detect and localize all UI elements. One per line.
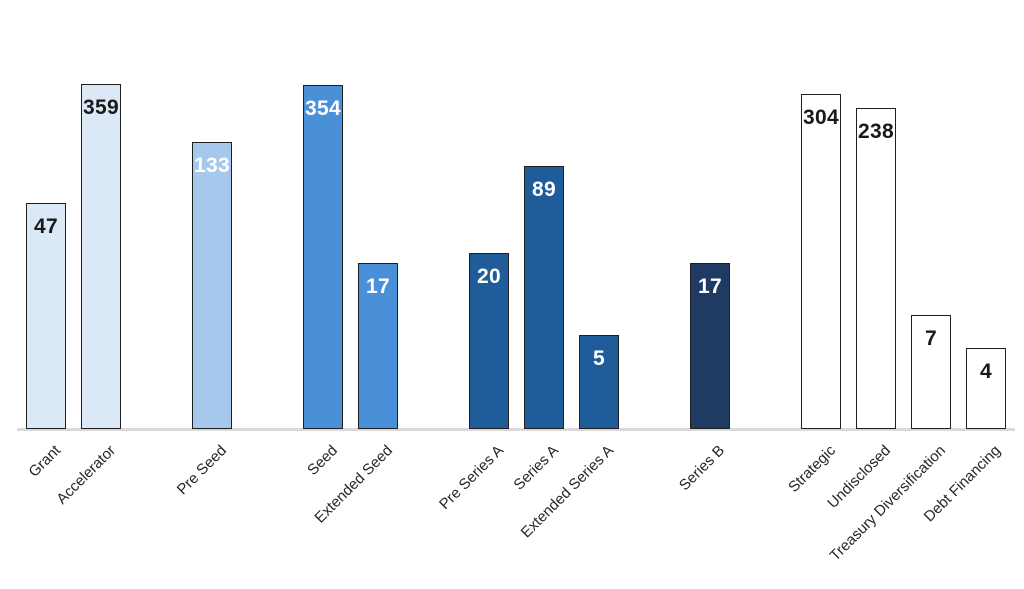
bar-seed: 354 bbox=[303, 85, 343, 429]
bar-series-a: 89 bbox=[524, 166, 564, 429]
bar-value-label: 20 bbox=[477, 265, 501, 288]
bar-value-label: 4 bbox=[980, 360, 992, 383]
bar-extended-seed: 17 bbox=[358, 263, 398, 429]
bar-value-label: 7 bbox=[925, 327, 937, 350]
bar-accelerator: 359 bbox=[81, 84, 121, 429]
bar-value-label: 17 bbox=[698, 275, 722, 298]
bar-value-label: 5 bbox=[593, 347, 605, 370]
bar-undisclosed: 238 bbox=[856, 108, 896, 429]
bar-value-label: 17 bbox=[366, 275, 390, 298]
bar-value-label: 47 bbox=[34, 215, 58, 238]
bar-strategic: 304 bbox=[801, 94, 841, 429]
bar-value-label: 354 bbox=[305, 97, 341, 120]
bar-value-label: 238 bbox=[858, 120, 894, 143]
bar-treasury-diversification: 7 bbox=[911, 315, 951, 429]
bar-value-label: 89 bbox=[532, 178, 556, 201]
bar-series-b: 17 bbox=[690, 263, 730, 429]
x-axis-line bbox=[17, 428, 1015, 431]
bar-value-label: 133 bbox=[194, 154, 230, 177]
bar-value-label: 304 bbox=[803, 106, 839, 129]
bar-pre-seed: 133 bbox=[192, 142, 232, 429]
bar-value-label: 359 bbox=[83, 96, 119, 119]
bar-debt-financing: 4 bbox=[966, 348, 1006, 429]
bar-grant: 47 bbox=[26, 203, 66, 429]
bar-pre-series-a: 20 bbox=[469, 253, 509, 429]
bar-extended-series-a: 5 bbox=[579, 335, 619, 429]
